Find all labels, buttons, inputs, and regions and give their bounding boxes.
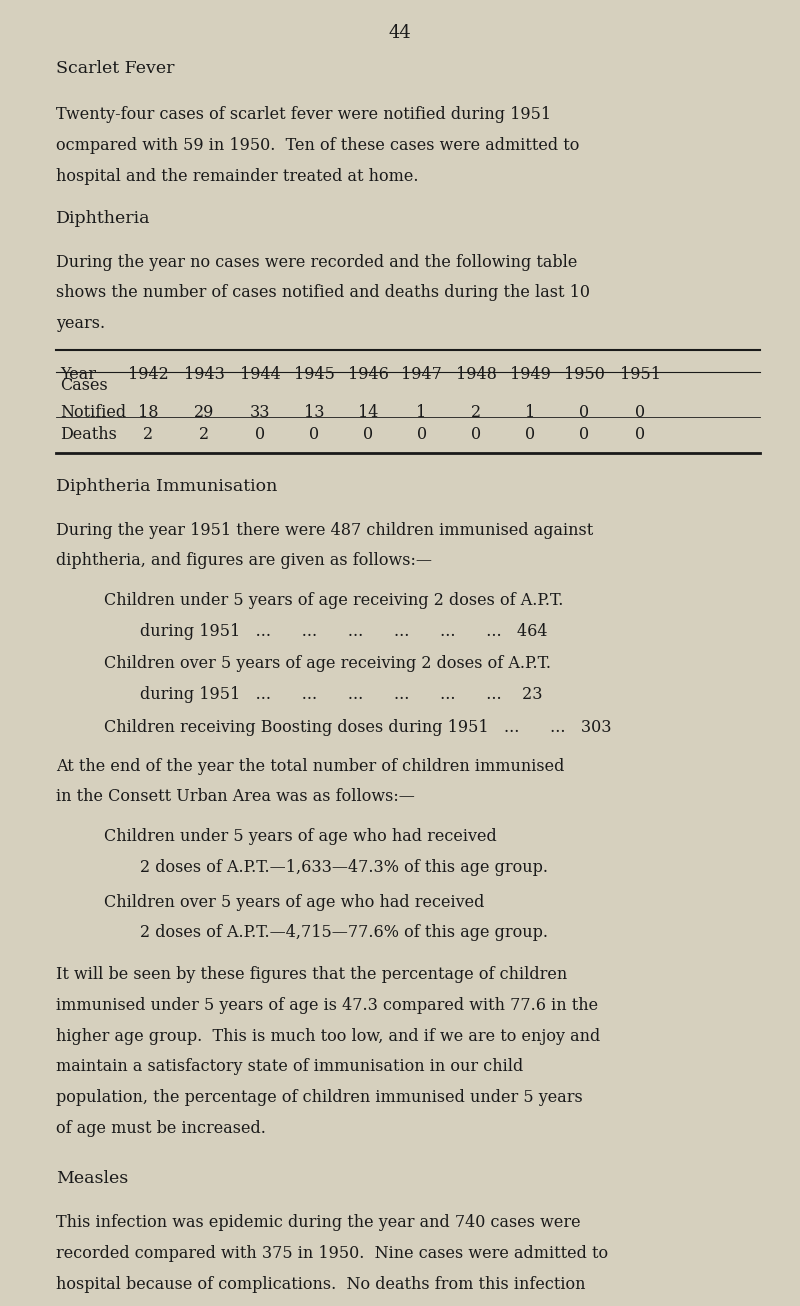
Text: Children receiving Boosting doses during 1951   ...      ...   303: Children receiving Boosting doses during… <box>104 720 611 737</box>
Text: 2: 2 <box>143 426 153 443</box>
Text: 0: 0 <box>363 426 373 443</box>
Text: This infection was epidemic during the year and 740 cases were: This infection was epidemic during the y… <box>56 1215 581 1232</box>
Text: shows the number of cases notified and deaths during the last 10: shows the number of cases notified and d… <box>56 285 590 302</box>
Text: 2 doses of A.P.T.—4,715—77.6% of this age group.: 2 doses of A.P.T.—4,715—77.6% of this ag… <box>140 925 548 942</box>
Text: 1948: 1948 <box>455 366 497 383</box>
Text: 1947: 1947 <box>401 366 442 383</box>
Text: 1943: 1943 <box>183 366 225 383</box>
Text: Children over 5 years of age receiving 2 doses of A.P.T.: Children over 5 years of age receiving 2… <box>104 656 551 673</box>
Text: Scarlet Fever: Scarlet Fever <box>56 60 174 77</box>
Text: maintain a satisfactory state of immunisation in our child: maintain a satisfactory state of immunis… <box>56 1058 523 1075</box>
Text: diphtheria, and figures are given as follows:—: diphtheria, and figures are given as fol… <box>56 552 432 569</box>
Text: Year: Year <box>60 366 96 383</box>
Text: 0: 0 <box>579 426 589 443</box>
Text: 0: 0 <box>635 404 645 421</box>
Text: 1942: 1942 <box>128 366 168 383</box>
Text: Deaths: Deaths <box>60 426 117 443</box>
Text: 1946: 1946 <box>347 366 389 383</box>
Text: 44: 44 <box>389 24 411 42</box>
Text: population, the percentage of children immunised under 5 years: population, the percentage of children i… <box>56 1089 582 1106</box>
Text: It will be seen by these figures that the percentage of children: It will be seen by these figures that th… <box>56 966 567 983</box>
Text: during 1951   ...      ...      ...      ...      ...      ...   464: during 1951 ... ... ... ... ... ... 464 <box>140 623 547 640</box>
Text: 1: 1 <box>526 404 535 421</box>
Text: 0: 0 <box>579 404 589 421</box>
Text: 0: 0 <box>310 426 319 443</box>
Text: 18: 18 <box>138 404 158 421</box>
Text: 1945: 1945 <box>294 366 335 383</box>
Text: during 1951   ...      ...      ...      ...      ...      ...    23: during 1951 ... ... ... ... ... ... 23 <box>140 686 542 703</box>
Text: Measles: Measles <box>56 1170 128 1187</box>
Text: 1: 1 <box>417 404 426 421</box>
Text: 1950: 1950 <box>563 366 605 383</box>
Text: years.: years. <box>56 315 105 332</box>
Text: 1951: 1951 <box>619 366 661 383</box>
Text: 33: 33 <box>250 404 270 421</box>
Text: At the end of the year the total number of children immunised: At the end of the year the total number … <box>56 757 564 774</box>
Text: 2: 2 <box>471 404 481 421</box>
Text: Twenty-four cases of scarlet fever were notified during 1951: Twenty-four cases of scarlet fever were … <box>56 107 551 124</box>
Text: Diphtheria Immunisation: Diphtheria Immunisation <box>56 478 278 495</box>
Text: recorded compared with 375 in 1950.  Nine cases were admitted to: recorded compared with 375 in 1950. Nine… <box>56 1245 608 1262</box>
Text: 0: 0 <box>255 426 265 443</box>
Text: During the year no cases were recorded and the following table: During the year no cases were recorded a… <box>56 253 578 270</box>
Text: 0: 0 <box>635 426 645 443</box>
Text: Children under 5 years of age who had received: Children under 5 years of age who had re… <box>104 828 497 845</box>
Text: higher age group.  This is much too low, and if we are to enjoy and: higher age group. This is much too low, … <box>56 1028 600 1045</box>
Text: hospital and the remainder treated at home.: hospital and the remainder treated at ho… <box>56 168 418 185</box>
Text: 0: 0 <box>526 426 535 443</box>
Text: 13: 13 <box>304 404 325 421</box>
Text: 0: 0 <box>417 426 426 443</box>
Text: ocmpared with 59 in 1950.  Ten of these cases were admitted to: ocmpared with 59 in 1950. Ten of these c… <box>56 137 579 154</box>
Text: Children under 5 years of age receiving 2 doses of A.P.T.: Children under 5 years of age receiving … <box>104 592 563 609</box>
Text: Children over 5 years of age who had received: Children over 5 years of age who had rec… <box>104 893 484 910</box>
Text: Diphtheria: Diphtheria <box>56 210 150 227</box>
Text: immunised under 5 years of age is 47.3 compared with 77.6 in the: immunised under 5 years of age is 47.3 c… <box>56 996 598 1013</box>
Text: 2 doses of A.P.T.—1,633—47.3% of this age group.: 2 doses of A.P.T.—1,633—47.3% of this ag… <box>140 858 548 875</box>
Text: 29: 29 <box>194 404 214 421</box>
Text: During the year 1951 there were 487 children immunised against: During the year 1951 there were 487 chil… <box>56 521 594 538</box>
Text: in the Consett Urban Area was as follows:—: in the Consett Urban Area was as follows… <box>56 789 415 806</box>
Text: hospital because of complications.  No deaths from this infection: hospital because of complications. No de… <box>56 1276 586 1293</box>
Text: 0: 0 <box>471 426 481 443</box>
Text: Cases: Cases <box>60 376 108 393</box>
Text: 2: 2 <box>199 426 209 443</box>
Text: of age must be increased.: of age must be increased. <box>56 1119 266 1138</box>
Text: Notified: Notified <box>60 404 126 421</box>
Text: 1944: 1944 <box>240 366 280 383</box>
Text: 14: 14 <box>358 404 378 421</box>
Text: 1949: 1949 <box>510 366 551 383</box>
